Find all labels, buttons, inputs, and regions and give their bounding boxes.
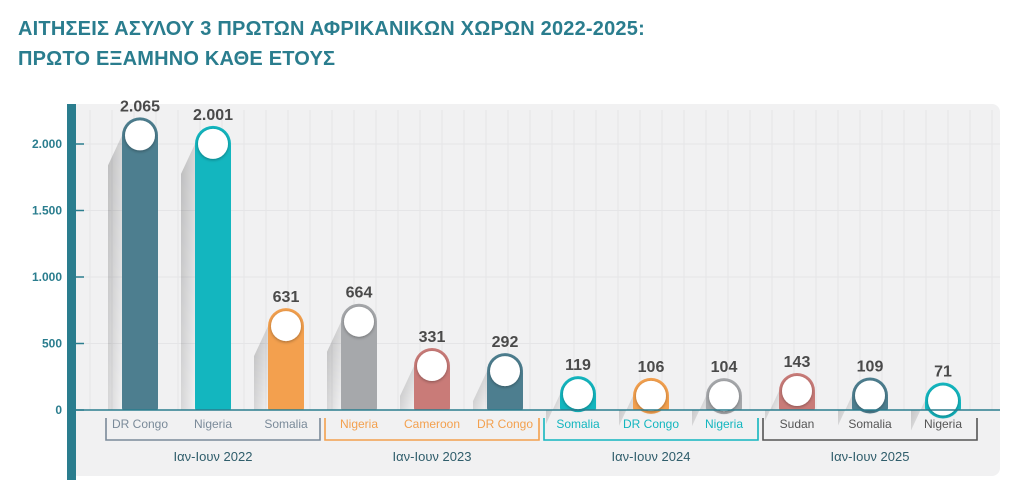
- value-label: 331: [419, 329, 446, 346]
- bar-cap-dot: [709, 381, 739, 412]
- bar-shadow: [400, 365, 414, 410]
- group-bracket: [762, 418, 978, 441]
- value-label: 292: [492, 334, 519, 351]
- bar-shadow: [473, 371, 487, 410]
- category-label: DR Congo: [623, 417, 679, 431]
- group-label: Ιαν-Ιουν 2025: [831, 449, 910, 464]
- category-label: Somalia: [848, 417, 892, 431]
- category-label: Nigeria: [340, 417, 378, 431]
- category-label: Somalia: [556, 417, 600, 431]
- bar: [341, 321, 377, 410]
- group-label: Ιαν-Ιουν 2022: [174, 449, 253, 464]
- group-label: Ιαν-Ιουν 2024: [612, 449, 691, 464]
- category-label: Somalia: [264, 417, 308, 431]
- bar-cap-dot: [271, 311, 301, 342]
- chart-title-line-2: ΠΡΩΤΟ ΕΞΑΜΗΝΟ ΚΑΘΕ ΕΤΟΥΣ: [18, 48, 336, 70]
- value-label: 2.065: [120, 98, 160, 115]
- category-label: Nigeria: [705, 417, 743, 431]
- category-label: Cameroon: [404, 417, 460, 431]
- bar-shadow: [546, 394, 560, 425]
- category-label: Nigeria: [924, 417, 962, 431]
- bar-cap-dot: [855, 380, 885, 411]
- bar-shadow: [108, 135, 122, 411]
- group-bracket: [324, 418, 540, 441]
- bar-cap-dot: [198, 128, 228, 159]
- value-label: 71: [934, 364, 952, 381]
- bar: [268, 326, 304, 410]
- bar-chart: 0 500 1.000 1.500 2.000 2.065 DR Congo 2.001 Ni…: [32, 98, 1000, 480]
- bar-shadow: [692, 396, 706, 427]
- bar-shadow: [254, 326, 268, 410]
- value-label: 109: [857, 359, 884, 376]
- bar-cap-dot: [490, 356, 520, 387]
- bar-cap-dot: [563, 379, 593, 410]
- bar-shadow: [765, 390, 779, 421]
- bar-cap-dot: [125, 120, 155, 151]
- category-label: DR Congo: [112, 417, 168, 431]
- value-label: 664: [346, 285, 373, 302]
- bar-cap-dot: [417, 350, 447, 381]
- bar-shadow: [327, 321, 341, 410]
- category-label: Nigeria: [194, 417, 232, 431]
- value-label: 104: [711, 359, 738, 376]
- group-bracket: [543, 418, 759, 441]
- bar-cap-dot: [636, 380, 666, 411]
- y-tick-label: 500: [42, 337, 62, 351]
- y-tick-label: 1.500: [32, 204, 62, 218]
- category-label: DR Congo: [477, 417, 533, 431]
- y-tick-label: 0: [55, 403, 62, 417]
- value-label: 2.001: [193, 107, 233, 124]
- bar-cap-dot: [782, 375, 812, 406]
- bar-cap-dot: [344, 306, 374, 337]
- value-label: 119: [565, 357, 591, 374]
- bar-shadow: [181, 143, 195, 410]
- chart-title: ΑΙΤΗΣΕΙΣ ΑΣΥΛΟΥ 3 ΠΡΩΤΩΝ ΑΦΡΙΚΑΝΙΚΩΝ ΧΩΡ…: [18, 14, 645, 74]
- bar-shadow: [911, 400, 925, 431]
- bar-shadow: [619, 395, 633, 426]
- bar: [122, 135, 158, 411]
- value-label: 631: [273, 289, 300, 306]
- value-label: 143: [784, 354, 811, 371]
- y-tick-label: 1.000: [32, 270, 62, 284]
- y-tick-label: 2.000: [32, 137, 62, 151]
- value-label: 106: [638, 359, 665, 376]
- group-label: Ιαν-Ιουν 2023: [393, 449, 472, 464]
- chart-title-line-1: ΑΙΤΗΣΕΙΣ ΑΣΥΛΟΥ 3 ΠΡΩΤΩΝ ΑΦΡΙΚΑΝΙΚΩΝ ΧΩΡ…: [18, 18, 645, 40]
- group-bracket: [105, 418, 321, 441]
- bar-cap-dot: [928, 385, 958, 416]
- category-label: Sudan: [780, 417, 815, 431]
- bar: [195, 143, 231, 410]
- y-axis-bar: [67, 104, 76, 480]
